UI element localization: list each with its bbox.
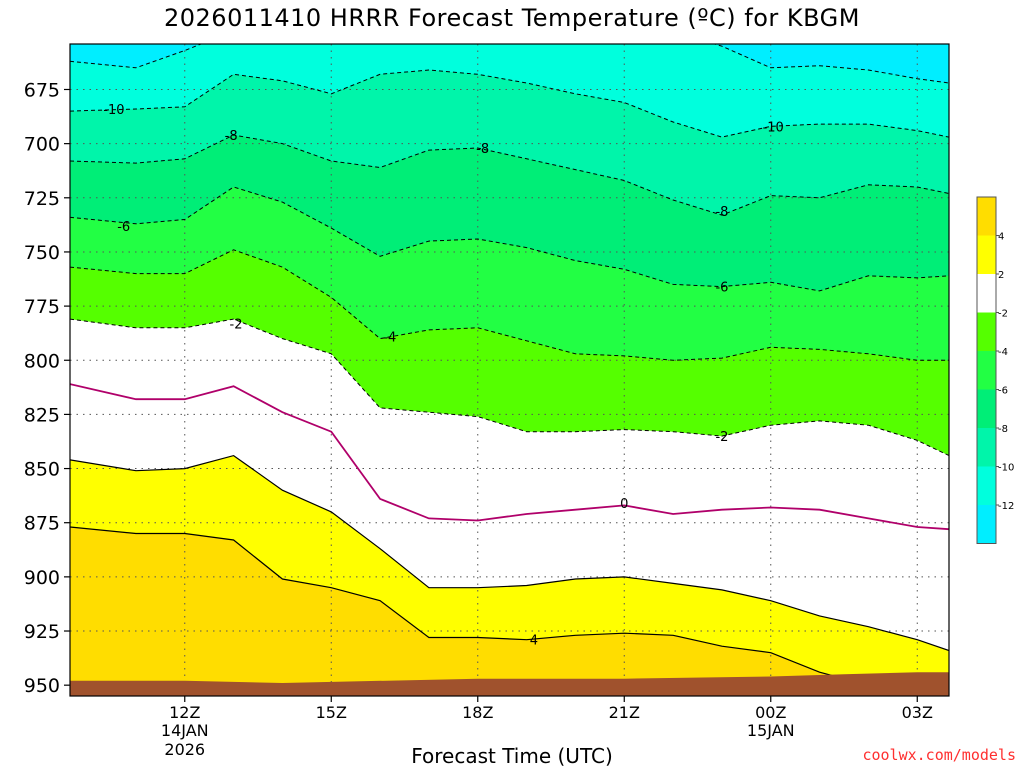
- temperature-fills: [70, 44, 949, 696]
- contour-label-text: -8: [476, 142, 489, 157]
- contour-label-text: -8: [225, 129, 238, 144]
- contour-line--2: [70, 318, 949, 457]
- colorbar-swatch: [977, 235, 996, 274]
- x-tick-label: 18Z: [462, 703, 493, 722]
- contour-label: 0: [620, 497, 628, 512]
- contour-label-text: -6: [715, 281, 728, 296]
- colorbar-label: -6: [998, 386, 1008, 397]
- ground-fill: [70, 672, 949, 696]
- x-tick-label: 03Z: [902, 703, 933, 722]
- contour-lines: [70, 44, 949, 696]
- colorbar-label: -2: [998, 309, 1008, 320]
- contour-label: -6: [117, 220, 130, 235]
- contour-line-0: [70, 383, 949, 531]
- contour-label: -8: [225, 129, 238, 144]
- contour-label-text: -2: [230, 317, 243, 332]
- y-tick-label: 725: [24, 188, 60, 210]
- contour-label-text: 4: [530, 634, 538, 649]
- contour-label: -6: [715, 281, 728, 296]
- colorbar: 4 2 -2 -4 -6 -8 -10 -12: [976, 196, 1014, 544]
- colorbar-swatch: [977, 389, 996, 428]
- contour-label: -8: [715, 205, 728, 220]
- y-tick-label: 800: [24, 350, 60, 372]
- x-tick-label: 15Z: [316, 703, 347, 722]
- contour-label: -4: [383, 330, 396, 345]
- y-tick-label: 925: [24, 621, 60, 643]
- colorbar-frame: [976, 196, 997, 544]
- contour-label: -2: [230, 317, 243, 332]
- colorbar-label: -12: [998, 501, 1014, 512]
- colorbar-swatch: [977, 428, 996, 467]
- y-tick-label: 775: [24, 296, 60, 318]
- colorbar-label: 2: [998, 270, 1004, 281]
- x-tick-sublabel: 15JAN: [747, 721, 795, 740]
- x-tick-label: 00Z: [755, 703, 786, 722]
- contour-line--12: [70, 44, 949, 84]
- contour-label-text: -8: [715, 205, 728, 220]
- colorbar-swatch: [977, 197, 996, 236]
- contour-label: 4: [530, 634, 538, 649]
- contour-label-text: -2: [715, 430, 728, 445]
- contour-label: -10: [103, 103, 124, 118]
- contour-label: -8: [476, 142, 489, 157]
- contour-label-text: -10: [103, 103, 124, 118]
- colorbar-label: 4: [998, 232, 1004, 243]
- contour-line--6: [70, 186, 949, 292]
- x-tick-sublabel: 2026: [164, 740, 205, 759]
- x-tick-label: 21Z: [609, 703, 640, 722]
- contour-labels: -10 -10 -8 -8 -8 -6 -6 -4 -2 -2 0 4: [103, 103, 784, 649]
- colorbar-swatch: [977, 505, 996, 544]
- contour-label: -2: [715, 430, 728, 445]
- y-tick-label: 750: [24, 242, 60, 264]
- y-tick-label: 825: [24, 404, 60, 426]
- contour-label-text: -6: [117, 220, 130, 235]
- y-tick-label: 675: [24, 79, 60, 101]
- x-tick-sublabel: 14JAN: [161, 721, 209, 740]
- ground-layer: [70, 672, 949, 696]
- contour-label-text: -10: [763, 120, 784, 135]
- contour-line--8: [70, 134, 949, 216]
- contour-line--4: [70, 249, 949, 361]
- contour-label-text: -4: [383, 330, 396, 345]
- y-tick-label: 900: [24, 567, 60, 589]
- x-axis-label: Forecast Time (UTC): [411, 744, 613, 768]
- plot-frame: [69, 43, 950, 697]
- contour-label: -10: [763, 120, 784, 135]
- colorbar-label: -8: [998, 424, 1008, 435]
- x-tick-label: 12Z: [169, 703, 200, 722]
- colorbar-swatch: [977, 466, 996, 505]
- y-tick-label: 850: [24, 459, 60, 481]
- colorbar-swatch: [977, 274, 996, 313]
- fill-warmest: [70, 527, 949, 696]
- colorbar-swatch: [977, 351, 996, 390]
- grid-lines: [70, 44, 949, 696]
- contour-line-2: [70, 454, 949, 652]
- contour-line-4: [70, 526, 949, 696]
- y-tick-label: 950: [24, 675, 60, 697]
- colorbar-label: -4: [998, 347, 1008, 358]
- credit-text: coolwx.com/models: [862, 746, 1016, 764]
- chart-title: 2026011410 HRRR Forecast Temperature (ºC…: [163, 4, 860, 32]
- y-tick-label: 875: [24, 513, 60, 535]
- y-tick-label: 700: [24, 134, 60, 156]
- colorbar-label: -10: [998, 463, 1014, 474]
- contour-label-text: 0: [620, 497, 628, 512]
- y-axis: 675 700 725 750 775 800 825 850 875 900 925 950: [24, 79, 70, 697]
- colorbar-swatch: [977, 312, 996, 351]
